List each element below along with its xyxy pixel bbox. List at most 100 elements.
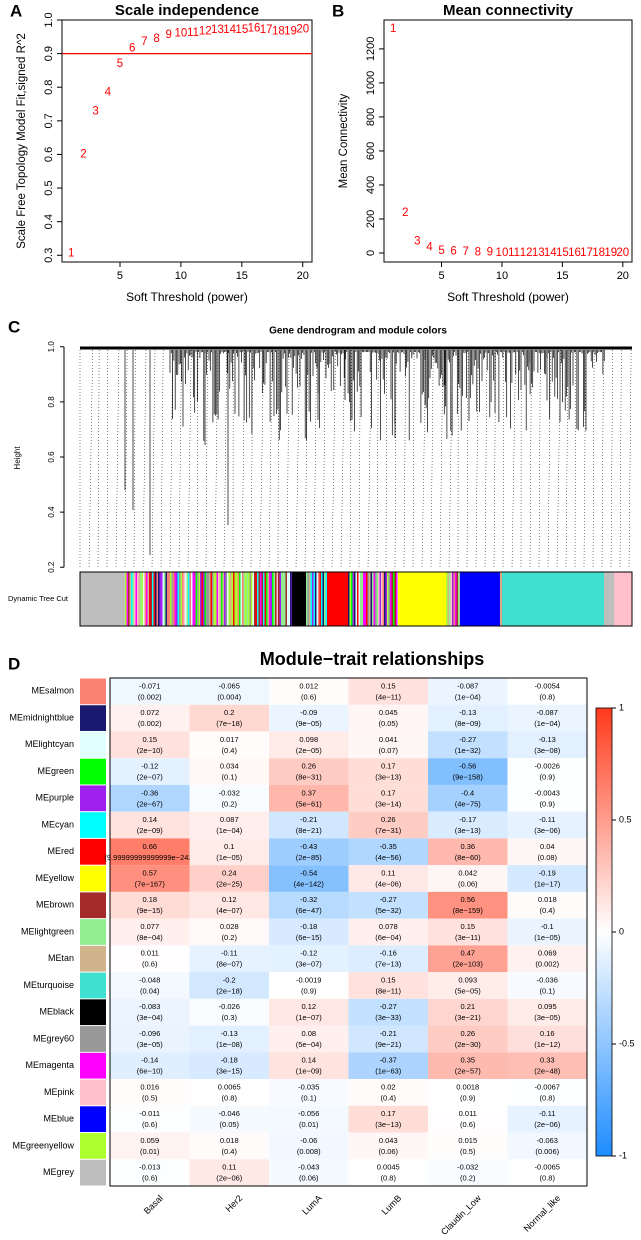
- y-tick-label: 0.7: [43, 113, 55, 128]
- cell-value: -0.11: [539, 815, 556, 824]
- cell-value: -0.013: [139, 1163, 160, 1172]
- cell-value: 0.078: [379, 922, 398, 931]
- cell-p-value: (0.3): [222, 1013, 238, 1022]
- module-color: [452, 572, 454, 626]
- cell-p-value: (0.05): [378, 719, 398, 728]
- row-color: [80, 972, 106, 999]
- module-color: [396, 572, 398, 626]
- cell-value: 0.14: [142, 815, 157, 824]
- module-color: [387, 572, 389, 626]
- cell-p-value: (0.9): [301, 986, 317, 995]
- dendrogram-leaf-dotted: [223, 349, 228, 569]
- point-label: 7: [141, 36, 147, 48]
- module-color: [292, 572, 306, 626]
- y-tick-label: 800: [365, 108, 377, 126]
- x-tick-label: 5: [117, 270, 123, 282]
- point-label: 13: [211, 24, 224, 36]
- x-tick-label: 5: [438, 270, 444, 282]
- cell-p-value: (2e−48): [534, 1067, 561, 1076]
- module-color: [322, 572, 325, 626]
- module-color: [352, 572, 355, 626]
- module-color: [237, 572, 240, 626]
- module-color: [446, 572, 448, 626]
- module-color: [188, 572, 190, 626]
- cell-value: 0.26: [460, 1029, 475, 1038]
- cell-p-value: (8e−11): [375, 986, 401, 995]
- module-color: [261, 572, 264, 626]
- cell-value: -0.0019: [296, 975, 321, 984]
- cell-p-value: (0.01): [140, 1147, 160, 1156]
- cell-value: 0.02: [381, 1082, 396, 1091]
- cell-p-value: (2e−05): [296, 746, 323, 755]
- cell-p-value: (9e−158): [453, 773, 484, 782]
- cell-p-value: (8e−159): [453, 906, 484, 915]
- point-label: 10: [496, 247, 509, 259]
- module-color: [276, 572, 279, 626]
- point-label: 16: [248, 22, 261, 34]
- cell-value: -0.21: [300, 815, 317, 824]
- dendrogram-leaf-dotted: [583, 349, 586, 569]
- module-color: [373, 572, 376, 626]
- cell-value: -0.27: [380, 895, 397, 904]
- cell-value: 0.26: [381, 815, 396, 824]
- dendrogram-leaf-dotted: [628, 349, 632, 569]
- module-color: [170, 572, 172, 626]
- cell-value: 0.0045: [377, 1163, 400, 1172]
- module-color: [147, 572, 150, 626]
- heatmap-cell: [507, 1132, 587, 1160]
- heatmap-cell: [428, 891, 508, 919]
- point-label: 20: [296, 23, 309, 35]
- module-color: [367, 572, 370, 626]
- row-color: [80, 1159, 106, 1186]
- heatmap-cell: [348, 1132, 428, 1160]
- cell-value: -0.4: [461, 788, 474, 797]
- cell-p-value: (0.6): [142, 1174, 158, 1183]
- heatmap-cell: [110, 865, 190, 892]
- heatmap-cell: [428, 945, 508, 973]
- module-color: [324, 572, 326, 626]
- module-color: [398, 572, 446, 626]
- heatmap-cell: [189, 918, 269, 946]
- module-color: [393, 572, 395, 626]
- cell-p-value: (2e−18): [216, 986, 243, 995]
- heatmap-cell: [507, 972, 587, 999]
- cell-p-value: (1e−12): [534, 1040, 561, 1049]
- cell-value: 0.17: [381, 788, 396, 797]
- module-color: [131, 572, 133, 626]
- cell-value: 0.017: [220, 735, 239, 744]
- module-color: [260, 572, 262, 626]
- module-color: [158, 572, 160, 626]
- point-label: 9: [487, 247, 493, 259]
- point-label: 19: [284, 25, 297, 37]
- module-color: [313, 572, 316, 626]
- point-label: 10: [175, 27, 188, 39]
- heatmap-cell: [428, 1025, 508, 1053]
- cell-p-value: (0.06): [299, 1174, 319, 1183]
- module-color: [282, 572, 285, 626]
- module-color: [288, 572, 291, 626]
- module-color: [200, 572, 202, 626]
- cell-value: -0.19: [539, 869, 556, 878]
- module-color: [456, 572, 459, 626]
- heatmap-cell: [189, 1159, 269, 1186]
- plot-frame: [383, 19, 633, 263]
- point-label: 17: [580, 247, 593, 259]
- cell-value: -0.0054: [535, 681, 560, 690]
- cell-value: -0.36: [141, 788, 158, 797]
- module-color: [195, 572, 198, 626]
- dendrogram-leaf-dotted: [250, 349, 254, 569]
- cell-p-value: (0.1): [540, 986, 556, 995]
- module-color: [354, 572, 356, 626]
- row-label: MEcyan: [41, 819, 74, 829]
- x-tick-label: 15: [236, 270, 248, 282]
- dendrogram-leaf-dotted: [403, 349, 406, 569]
- cell-value: -0.0026: [535, 762, 560, 771]
- heatmap-cell: [189, 945, 269, 973]
- heatmap-cell: [110, 731, 190, 759]
- point-label: 3: [92, 105, 98, 117]
- heatmap-cell: [348, 1025, 428, 1053]
- heatmap-cell: [189, 1079, 269, 1106]
- heatmap-cell: [189, 758, 269, 785]
- module-color: [306, 572, 308, 626]
- cell-value: 0.14: [301, 1056, 316, 1065]
